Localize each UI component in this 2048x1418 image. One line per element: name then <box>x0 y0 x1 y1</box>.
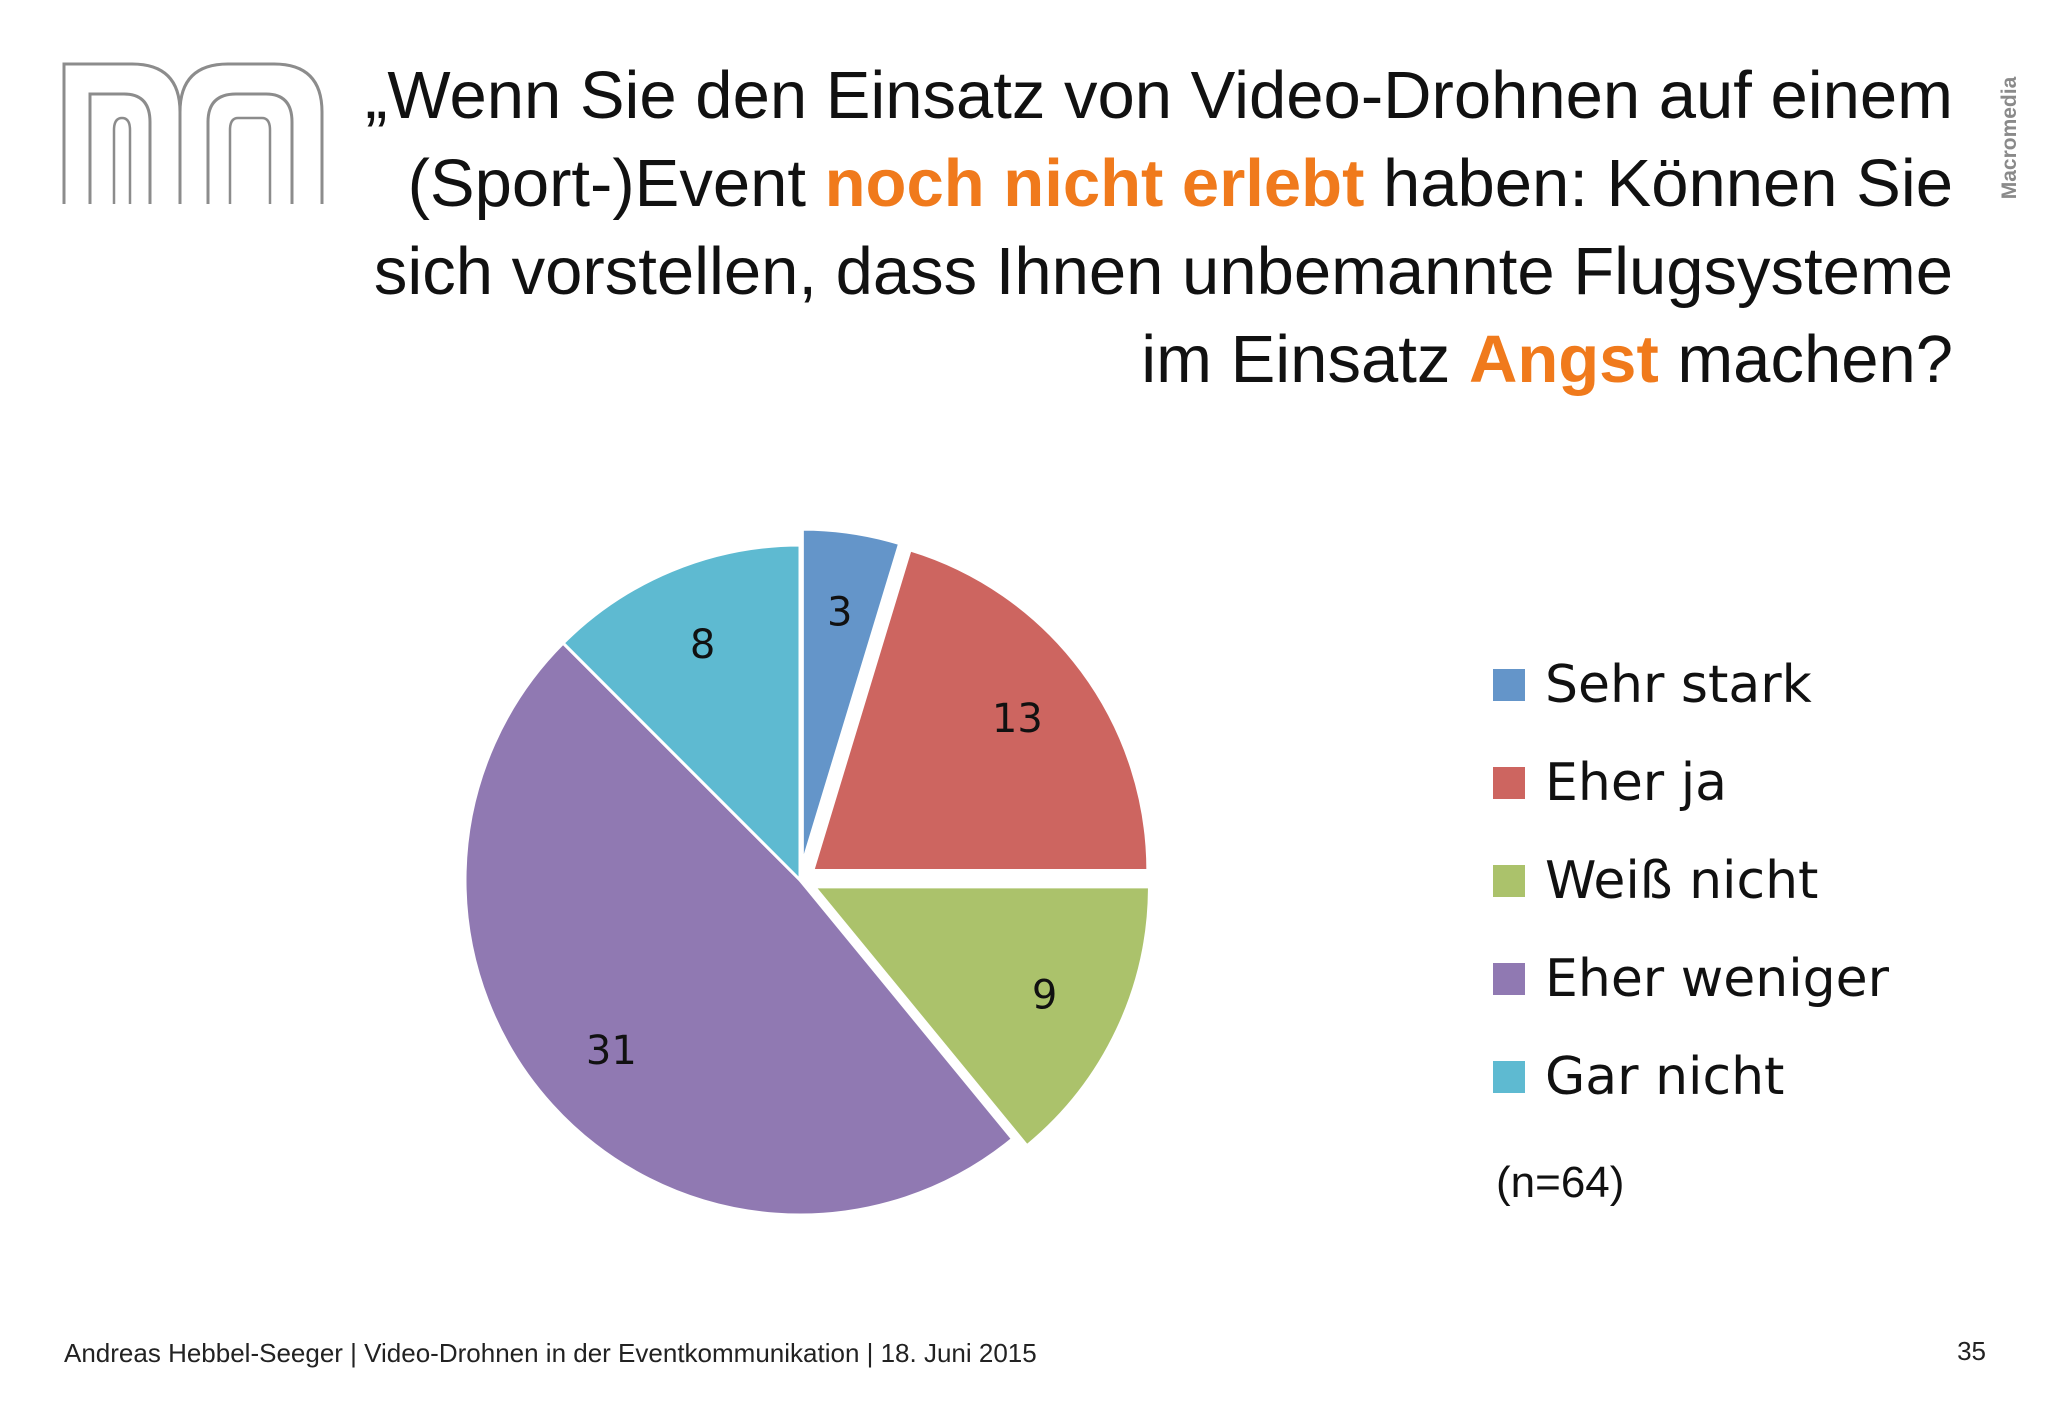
legend-swatch <box>1493 963 1525 995</box>
pie-chart: 3 13 9 31 8 <box>463 527 1151 1217</box>
legend-label: Sehr stark <box>1545 655 1812 715</box>
data-label-eher-ja: 13 <box>992 696 1043 742</box>
legend-swatch <box>1493 669 1525 701</box>
data-label-gar-nicht: 8 <box>690 622 715 668</box>
data-label-weiss-nicht: 9 <box>1032 973 1057 1019</box>
pie-slice-sehr-stark <box>800 527 902 865</box>
legend-swatch <box>1493 865 1525 897</box>
survey-question: „Wenn Sie den Einsatz von Video-Drohnen … <box>333 52 1953 404</box>
question-text: „Wenn Sie den Einsatz von Video-Drohnen … <box>365 58 1953 221</box>
sample-size-note: (n=64) <box>1496 1158 1625 1207</box>
legend-label: Gar nicht <box>1545 1047 1785 1107</box>
legend-item-eher-ja: Eher ja <box>1493 734 1889 832</box>
brand-vertical-label: Macromedia <box>1998 76 2021 200</box>
data-label-sehr-stark: 3 <box>827 589 852 635</box>
question-text: haben: Können Sie sich vorstellen, dass … <box>373 146 1953 397</box>
data-label-eher-weniger: 31 <box>586 1028 637 1074</box>
question-highlight: Angst <box>1468 322 1659 397</box>
legend-label: Eher weniger <box>1545 949 1890 1009</box>
pie-slice-eher-weniger <box>463 640 1015 1217</box>
page-number: 35 <box>1957 1336 1986 1366</box>
pie-slice-eher-ja <box>810 548 1150 872</box>
legend-item-sehr-stark: Sehr stark <box>1493 636 1889 734</box>
m-logo-icon <box>62 62 324 204</box>
legend-item-weiss-nicht: Weiß nicht <box>1493 832 1889 930</box>
legend-swatch <box>1493 767 1525 799</box>
question-highlight: noch nicht erlebt <box>824 146 1365 221</box>
pie-slice-weiss-nicht <box>811 885 1151 1148</box>
legend-item-gar-nicht: Gar nicht <box>1493 1028 1889 1126</box>
legend-label: Eher ja <box>1545 753 1728 813</box>
question-text: machen? <box>1658 322 1953 397</box>
pie-slice-gar-nicht <box>560 543 802 884</box>
legend-swatch <box>1493 1061 1525 1093</box>
legend-label: Weiß nicht <box>1545 851 1819 911</box>
footer-text: Andreas Hebbel-Seeger | Video-Drohnen in… <box>64 1338 1037 1368</box>
legend-item-eher-weniger: Eher weniger <box>1493 930 1889 1028</box>
chart-legend: Sehr stark Eher ja Weiß nicht Eher weniger G… <box>1493 636 1889 1126</box>
